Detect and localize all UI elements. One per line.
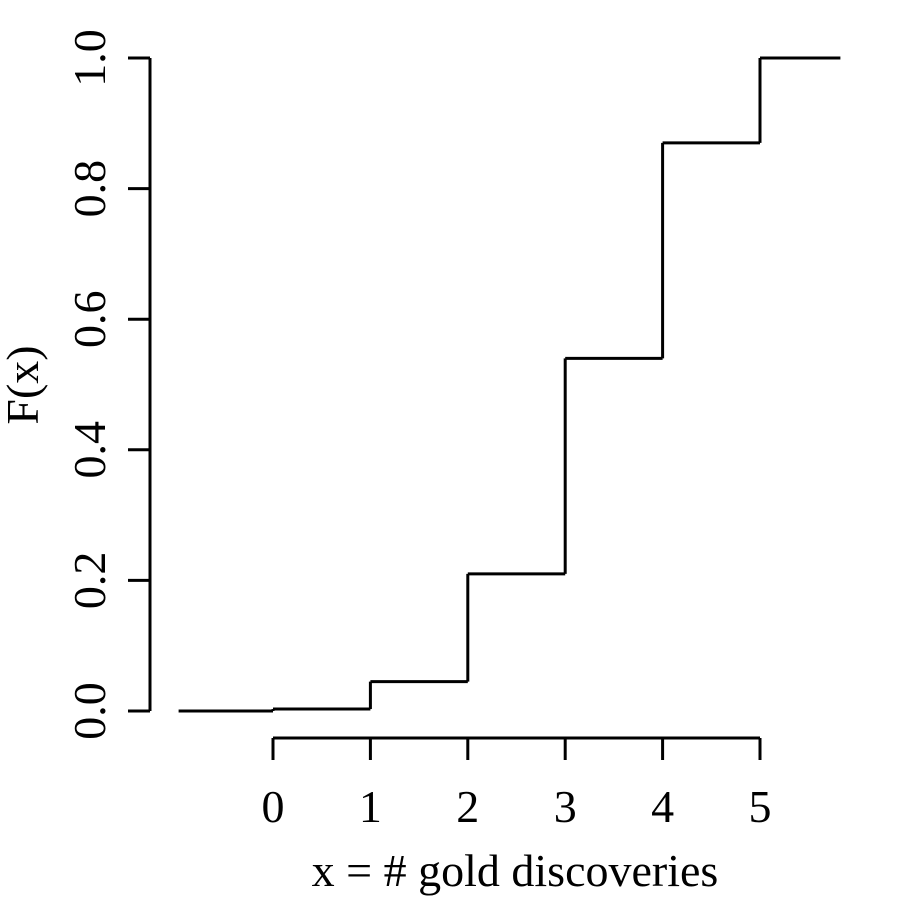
x-tick-label: 0 [262, 781, 285, 832]
y-axis: 0.0 0.2 0.4 0.6 0.8 1.0 [64, 29, 152, 740]
y-tick-label: 0.2 [64, 552, 115, 610]
x-tick-label: 5 [749, 781, 772, 832]
x-tick-label: 1 [359, 781, 382, 832]
x-tick-label: 2 [456, 781, 479, 832]
y-axis-label: F(x) [0, 345, 48, 424]
x-axis: 0 1 2 3 4 5 [262, 736, 772, 832]
y-tick-label: 0.8 [64, 160, 115, 218]
y-tick-label: 0.0 [64, 682, 115, 740]
plot-area [178, 56, 841, 713]
x-tick-label: 3 [554, 781, 577, 832]
x-tick-label: 4 [651, 781, 674, 832]
y-tick-label: 0.6 [64, 290, 115, 348]
y-tick-label: 0.4 [64, 421, 115, 479]
y-tick-label: 1.0 [64, 29, 115, 87]
x-axis-label: x = # gold discoveries [312, 845, 719, 896]
